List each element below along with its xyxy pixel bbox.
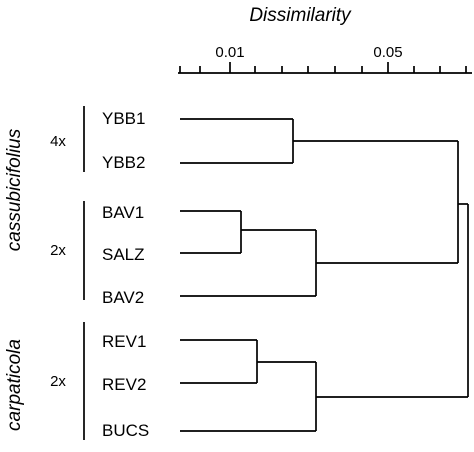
leaf-label-bav1: BAV1 bbox=[102, 203, 144, 222]
group-label-carpaticola: carpaticola bbox=[4, 339, 25, 431]
leaf-label-ybb2: YBB2 bbox=[102, 153, 145, 172]
leaf-label-ybb1: YBB1 bbox=[102, 109, 145, 128]
ploidy-label-2x-cassubicifolius: 2x bbox=[50, 242, 66, 259]
axis-title: Dissimilarity bbox=[249, 5, 352, 26]
ploidy-label-2x-carpaticola: 2x bbox=[50, 373, 66, 390]
leaf-label-rev1: REV1 bbox=[102, 332, 146, 351]
tick-label-0.05: 0.05 bbox=[373, 44, 402, 61]
leaf-label-bav2: BAV2 bbox=[102, 288, 144, 307]
leaf-label-bucs: BUCS bbox=[102, 421, 149, 440]
ploidy-label-4x: 4x bbox=[50, 133, 66, 150]
leaf-label-salz: SALZ bbox=[102, 245, 145, 264]
dissimilarity-axis bbox=[178, 62, 472, 74]
group-label-cassubicifolius: cassubicifolius bbox=[4, 128, 25, 251]
dendrogram-branches bbox=[180, 118, 469, 432]
tick-label-0.01: 0.01 bbox=[215, 44, 244, 61]
leaf-label-rev2: REV2 bbox=[102, 375, 146, 394]
